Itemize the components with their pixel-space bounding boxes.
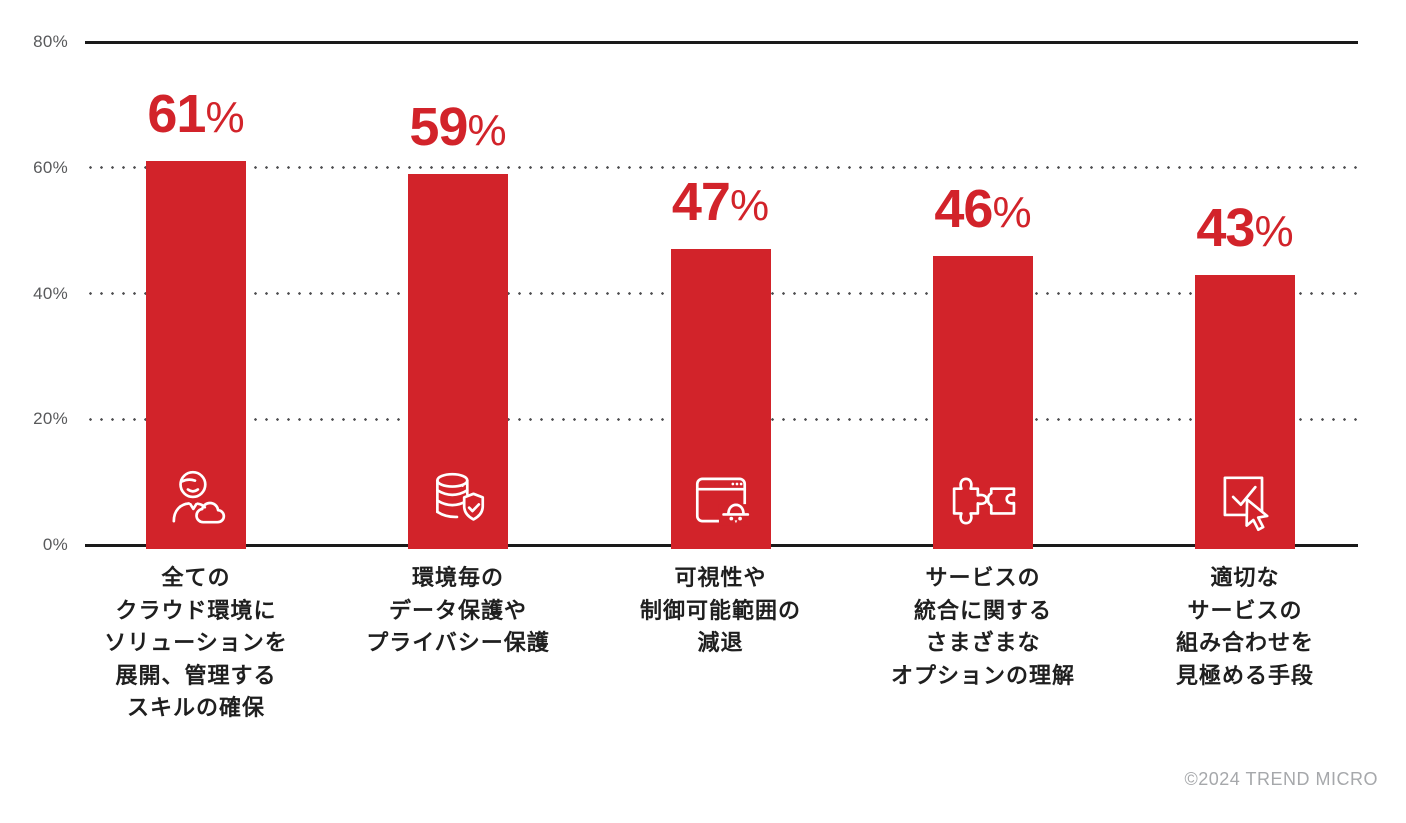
bar-value-label: 47% bbox=[611, 175, 831, 233]
copyright-text: ©2024 TREND MICRO bbox=[1184, 769, 1378, 789]
category-label: 全てのクラウド環境に ソリューションを 展開、管理する スキルの確保 bbox=[36, 562, 356, 725]
category-line: 組み合わせを bbox=[1175, 630, 1314, 655]
y-tick-label: 20% bbox=[33, 409, 68, 429]
percent-sign: % bbox=[205, 93, 245, 143]
bar bbox=[933, 255, 1033, 549]
select-check-cursor-icon bbox=[1212, 467, 1278, 533]
category-line: ソリューションを bbox=[104, 630, 288, 655]
y-tick-label: 60% bbox=[33, 157, 68, 177]
category-line: プライバシー保護 bbox=[366, 630, 550, 655]
category-line: クラウド環境に bbox=[115, 597, 277, 623]
gridline-80pct bbox=[85, 40, 1358, 44]
category-line: サービスの bbox=[1187, 597, 1303, 623]
category-line: オプションの理解 bbox=[890, 662, 1075, 688]
category-line: 可視性や bbox=[674, 565, 767, 590]
bar-value-number: 43 bbox=[1196, 197, 1255, 258]
bar-value-number: 47 bbox=[671, 172, 731, 233]
category-line: 制御可能範囲の bbox=[639, 597, 801, 623]
category-label: サービスの統合に関する さまざまなオプションの理解 bbox=[823, 562, 1143, 692]
bar bbox=[146, 161, 246, 549]
person-cloud-icon bbox=[163, 467, 229, 533]
category-line: 全ての bbox=[161, 565, 231, 590]
bar-value-label: 46% bbox=[873, 182, 1093, 240]
bar-value-number: 61 bbox=[147, 84, 206, 145]
category-line: 適切な bbox=[1210, 565, 1280, 590]
category-line: 減退 bbox=[697, 630, 744, 655]
percent-sign: % bbox=[467, 106, 507, 156]
category-line: 展開、管理する bbox=[115, 662, 277, 688]
category-line: 環境毎の bbox=[411, 565, 504, 590]
y-tick-label: 80% bbox=[33, 32, 68, 51]
category-line: 統合に関する bbox=[913, 597, 1052, 623]
bar-value-label: 61% bbox=[86, 87, 306, 145]
category-label: 環境毎のデータ保護や プライバシー保護 bbox=[298, 562, 618, 660]
percent-sign: % bbox=[992, 187, 1032, 237]
gridline-60pct bbox=[85, 166, 1358, 170]
category-line: 見極める手段 bbox=[1175, 662, 1314, 688]
bar-value-label: 43% bbox=[1135, 201, 1355, 259]
category-line: データ保護や bbox=[388, 597, 527, 623]
bar-value-label: 59% bbox=[348, 100, 568, 158]
category-label: 適切なサービスの組み合わせを 見極める手段 bbox=[1085, 562, 1405, 692]
category-line: サービスの bbox=[925, 565, 1041, 590]
bar bbox=[670, 249, 771, 549]
bar bbox=[1195, 274, 1295, 549]
y-tick-label: 0% bbox=[42, 535, 68, 554]
puzzle-icon bbox=[950, 467, 1016, 533]
bar-value-number: 46 bbox=[934, 178, 993, 239]
bar-value-number: 59 bbox=[409, 97, 468, 158]
browser-incognito-icon bbox=[688, 467, 754, 533]
percent-sign: % bbox=[729, 181, 770, 231]
y-tick-label: 40% bbox=[33, 283, 68, 303]
database-shield-icon bbox=[425, 467, 491, 533]
category-label: 可視性や制御可能範囲の 減退 bbox=[561, 562, 881, 660]
category-line: さまざまな bbox=[925, 630, 1041, 655]
category-line: スキルの確保 bbox=[126, 695, 265, 720]
percent-sign: % bbox=[1254, 206, 1294, 256]
